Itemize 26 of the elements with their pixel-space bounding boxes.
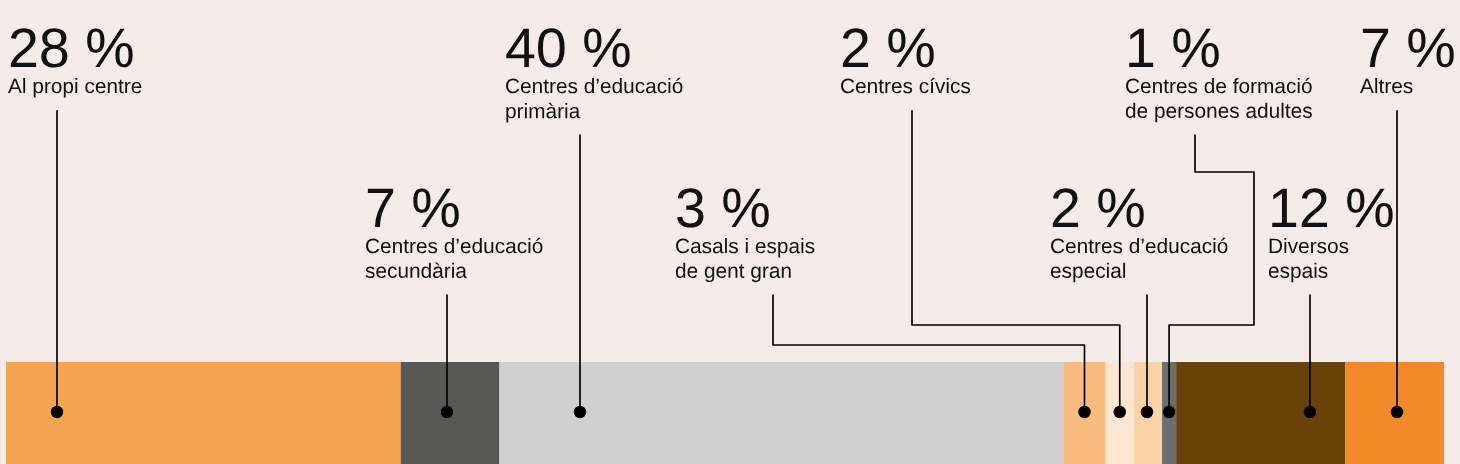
bar <box>1063 362 1106 464</box>
data-label: 40 % <box>506 28 630 68</box>
text: Casals i espais de gent gran <box>675 238 815 283</box>
text: Centres d’educació secundària <box>365 237 543 279</box>
text: Centres d’educació especial <box>1050 237 1228 283</box>
data-label: 12 % <box>1272 188 1393 228</box>
data-label: 28 % <box>10 28 133 68</box>
text: Al propi centre <box>8 78 142 98</box>
bar <box>1345 362 1444 464</box>
text: Centres de formació de persones adultes <box>1125 77 1312 123</box>
text: Centres d’educació primària <box>506 77 683 123</box>
data-label: 1 % <box>1129 28 1219 68</box>
text: Diversos espais <box>1268 238 1349 283</box>
data-label: 3 % <box>677 188 769 228</box>
text: Altres <box>1360 78 1413 94</box>
bar <box>1176 362 1346 464</box>
bar <box>1133 362 1163 464</box>
data-label: 7 % <box>1362 28 1454 68</box>
data-label: 7 % <box>367 188 459 228</box>
data-label: 2 % <box>1052 188 1144 228</box>
bar <box>1105 362 1134 464</box>
bar <box>499 362 1064 464</box>
bar <box>6 362 401 464</box>
text: Centres cívics <box>841 77 971 94</box>
bar <box>400 362 500 464</box>
data-label: 2 % <box>842 28 934 68</box>
